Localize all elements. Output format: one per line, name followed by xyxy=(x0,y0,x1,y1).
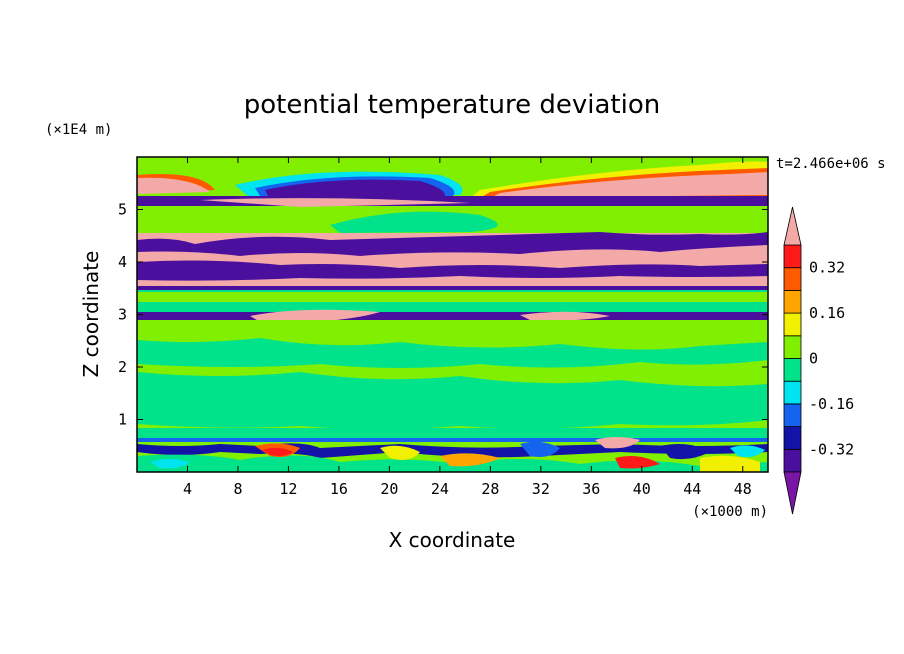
band-3900-purple xyxy=(137,260,768,281)
y-tick-label: 5 xyxy=(118,201,127,219)
colorbar-swatch xyxy=(783,358,802,382)
patch-4600-green xyxy=(330,211,498,233)
x-tick-label: 44 xyxy=(683,480,701,498)
y-tick-label: 1 xyxy=(118,411,127,429)
patch-bottom-blue-1 xyxy=(520,441,560,457)
x-axis: 4 8 12 16 20 24 28 32 36 40 44 48 xyxy=(183,157,752,498)
band-700-turquoise xyxy=(137,428,768,440)
y-axis-label: Z coordinate xyxy=(79,251,103,378)
x-tick-label: 36 xyxy=(582,480,600,498)
patch-bottom-cyan-1 xyxy=(150,459,190,469)
band-3000-purple xyxy=(137,312,768,320)
colorbar-swatch xyxy=(783,244,802,269)
patch-bottom-darkblue-2 xyxy=(660,444,710,460)
x-tick-label: 16 xyxy=(330,480,348,498)
colorbar-swatch xyxy=(783,426,802,450)
band-600-blue xyxy=(137,438,768,442)
band-3200-lightgreen xyxy=(137,292,768,302)
x-tick-label: 4 xyxy=(183,480,192,498)
patch-bottom-yellow-1 xyxy=(380,445,420,460)
colorbar-tick-label: 0 xyxy=(809,350,818,368)
colorbar-over-triangle xyxy=(783,206,802,246)
colorbar-tick-label: 0.16 xyxy=(809,304,845,322)
x-tick-label: 24 xyxy=(431,480,449,498)
time-label: t=2.466e+06 s xyxy=(776,156,886,172)
x-tick-label: 12 xyxy=(279,480,297,498)
y-tick-label: 2 xyxy=(118,358,127,376)
contour-field xyxy=(137,157,768,472)
patch-3000-pink-right xyxy=(520,311,610,321)
patch-bottom-red-2 xyxy=(615,456,660,469)
y-tick-label: 3 xyxy=(118,306,127,324)
colorbar-swatch xyxy=(783,312,802,337)
colorbar-swatch xyxy=(783,448,802,473)
colorbar: -0.32 -0.16 0 0.16 0.32 xyxy=(783,206,854,515)
colorbar-under-triangle xyxy=(783,471,802,515)
band-4300-purple xyxy=(137,232,768,256)
colorbar-swatch xyxy=(783,380,802,405)
x-tick-label: 20 xyxy=(380,480,398,498)
x-tick-label: 28 xyxy=(481,480,499,498)
band-1200-turquoise xyxy=(137,372,768,429)
patch-bottom-pink-1 xyxy=(595,437,640,449)
patch-bottom-orange-2 xyxy=(440,453,500,467)
patch-bottom-yellow-2 xyxy=(700,455,760,472)
patch-5100-pink xyxy=(200,198,470,207)
y-axis: 1 2 3 4 5 xyxy=(118,201,768,429)
patch-bottom-cyan-2 xyxy=(730,445,765,458)
colorbar-swatch xyxy=(783,267,802,291)
x-tick-label: 40 xyxy=(633,480,651,498)
patch-top-right-pink xyxy=(490,172,768,198)
colorbar-tick-label: 0.32 xyxy=(809,259,845,277)
x-tick-label: 8 xyxy=(233,480,242,498)
chart-title: potential temperature deviation xyxy=(244,90,660,120)
band-3600-purple xyxy=(137,286,768,290)
colorbar-tick-label: -0.16 xyxy=(809,395,854,413)
colorbar-swatch xyxy=(783,335,802,359)
colorbar-tick-label: -0.32 xyxy=(809,440,854,458)
colorbar-swatch xyxy=(783,403,802,427)
patch-bottom-red-1 xyxy=(262,447,293,456)
band-2500-turquoise xyxy=(137,338,768,368)
band-top xyxy=(137,157,768,177)
x-tick-label: 48 xyxy=(734,480,752,498)
patch-top-purple xyxy=(265,179,445,200)
patch-top-left-pink xyxy=(137,177,210,194)
x-tick-label: 32 xyxy=(532,480,550,498)
y-scale-label: (×1E4 m) xyxy=(45,122,112,138)
patch-3000-pink xyxy=(250,309,380,323)
colorbar-swatch xyxy=(783,289,802,314)
x-axis-label: X coordinate xyxy=(389,528,516,552)
x-scale-label: (×1000 m) xyxy=(692,504,768,520)
y-tick-label: 4 xyxy=(118,253,127,271)
